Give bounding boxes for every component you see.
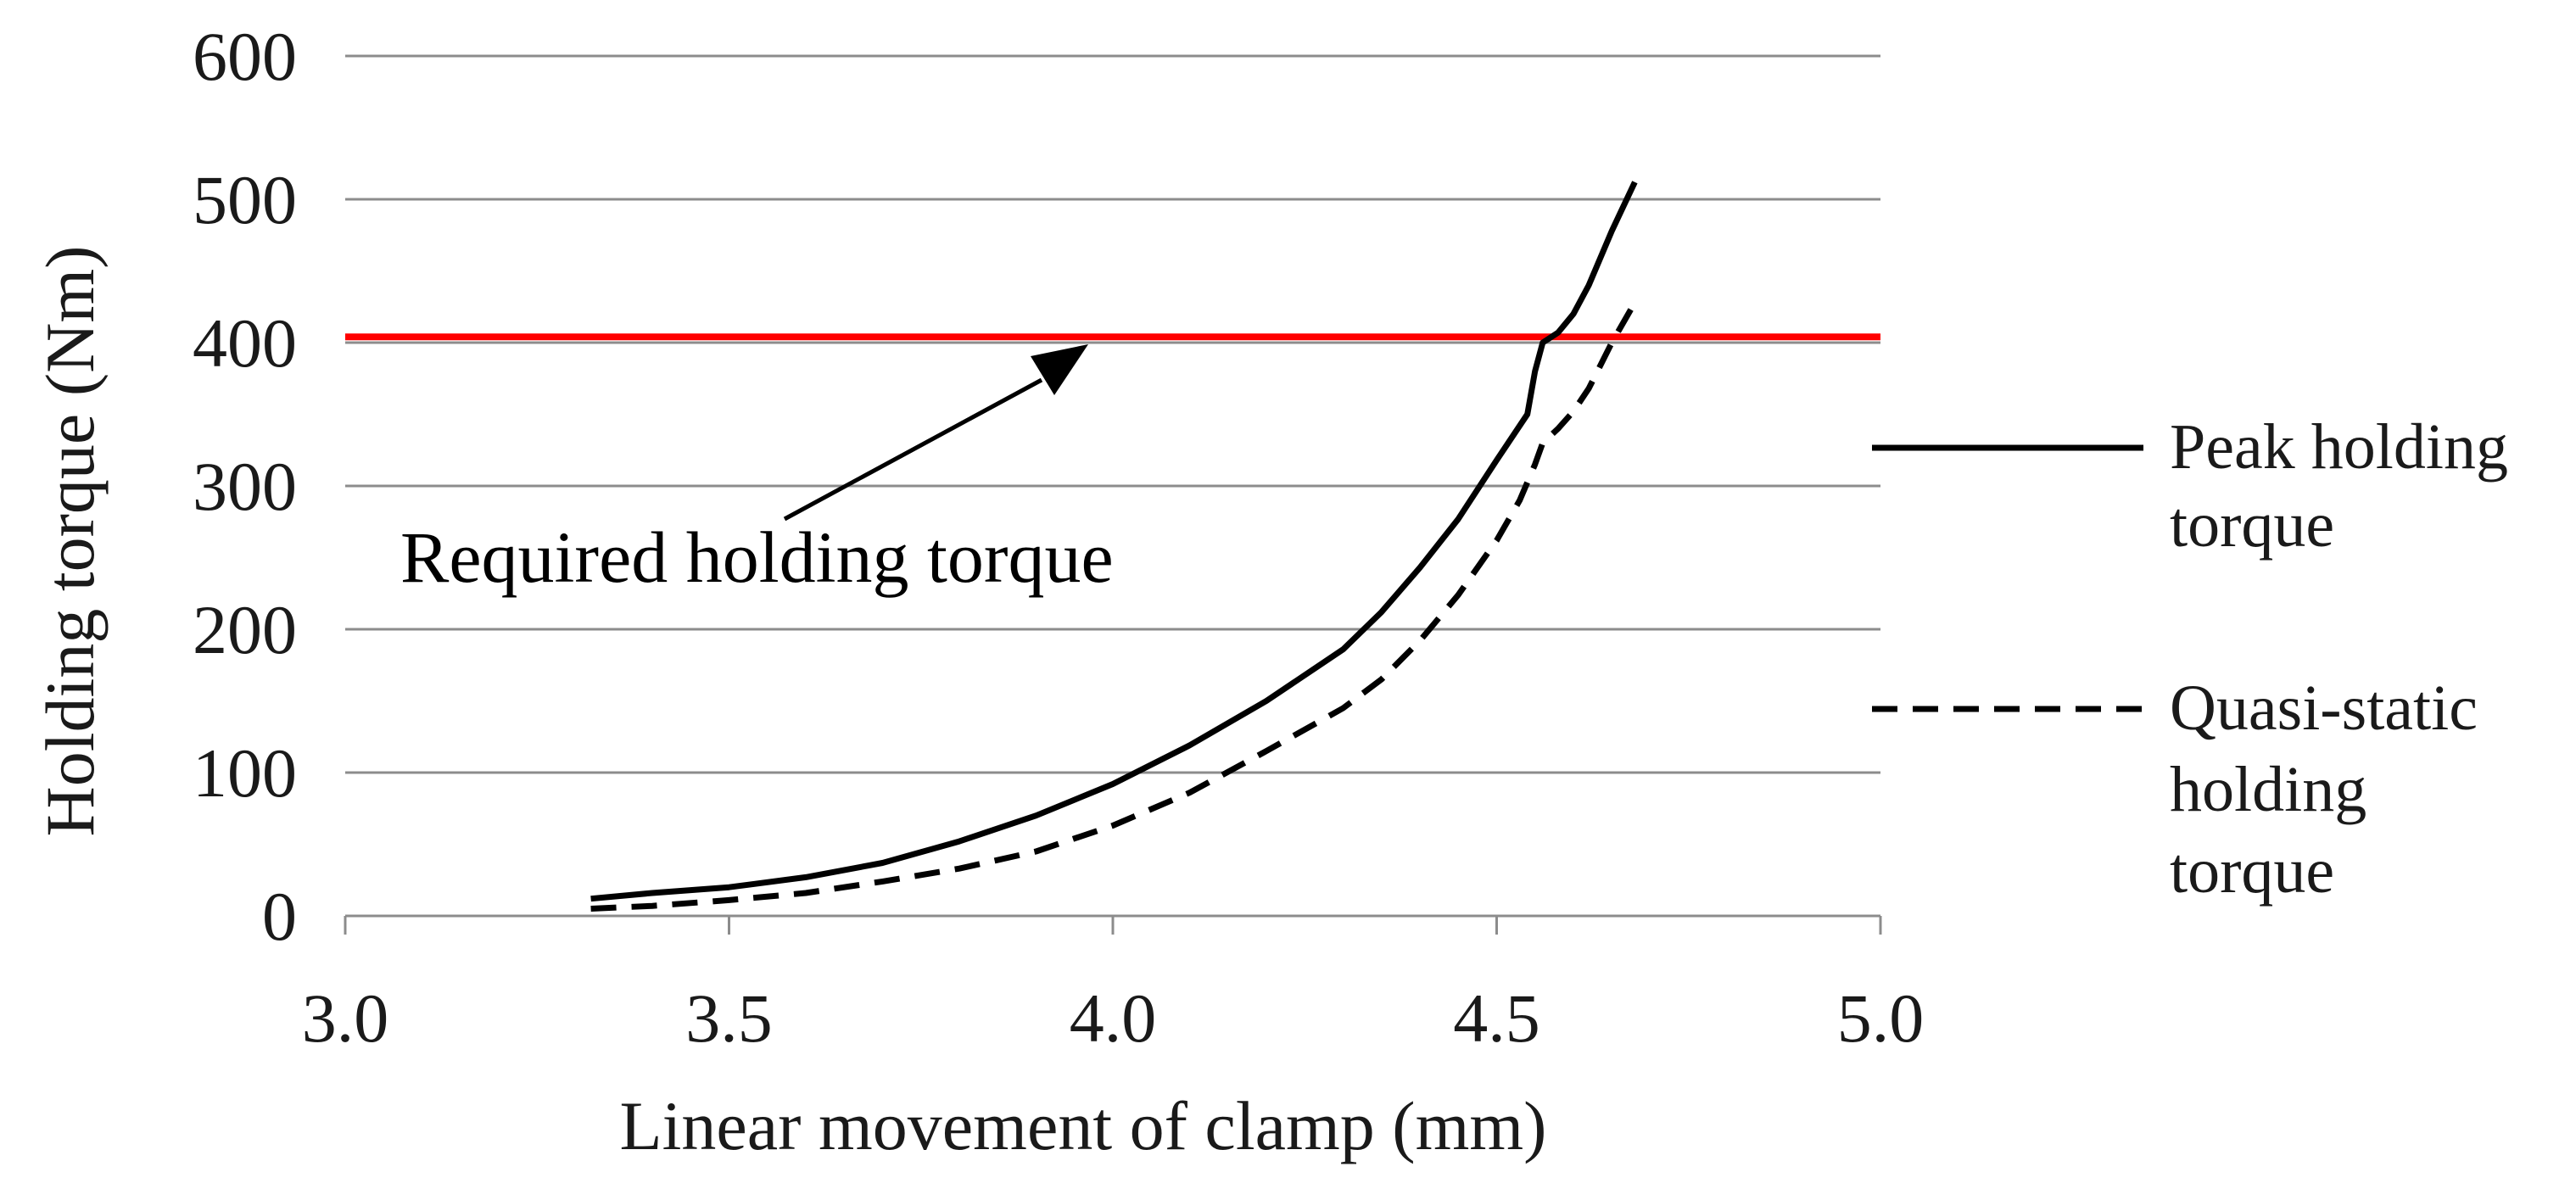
x-tick-label: 4.5 — [1453, 980, 1540, 1057]
gridlines — [345, 54, 1880, 774]
legend-label-peak: Peak holding torque — [2170, 411, 2524, 561]
series-line-peak — [590, 181, 1638, 902]
x-axis-ticks: 3.0 3.5 4.0 4.5 5.0 — [302, 916, 1925, 1057]
y-axis-title: Holding torque (Nm) — [31, 246, 109, 837]
y-axis-ticks: 0 100 200 300 400 500 600 — [193, 18, 297, 955]
legend-label-quasi: Quasi-static holding torque — [2170, 673, 2494, 907]
x-axis-title: Linear movement of clamp (mm) — [620, 1087, 1547, 1164]
y-tick-label: 300 — [193, 448, 297, 525]
series-line-quasi-static — [590, 300, 1638, 912]
x-tick-label: 3.0 — [302, 980, 389, 1057]
annotation-label: Required holding torque — [400, 516, 1114, 598]
y-tick-label: 200 — [193, 591, 297, 668]
y-tick-label: 400 — [193, 304, 297, 382]
legend: Peak holding torque Quasi-static holding… — [1872, 411, 2524, 907]
y-tick-label: 500 — [193, 161, 297, 238]
annotation-arrow — [783, 344, 1088, 522]
x-tick-label: 4.0 — [1070, 980, 1157, 1057]
x-tick-label: 5.0 — [1837, 980, 1925, 1057]
y-tick-label: 600 — [193, 18, 297, 95]
x-tick-label: 3.5 — [685, 980, 773, 1057]
series-lines — [590, 181, 1638, 912]
y-tick-label: 0 — [262, 878, 297, 955]
y-tick-label: 100 — [193, 734, 297, 812]
